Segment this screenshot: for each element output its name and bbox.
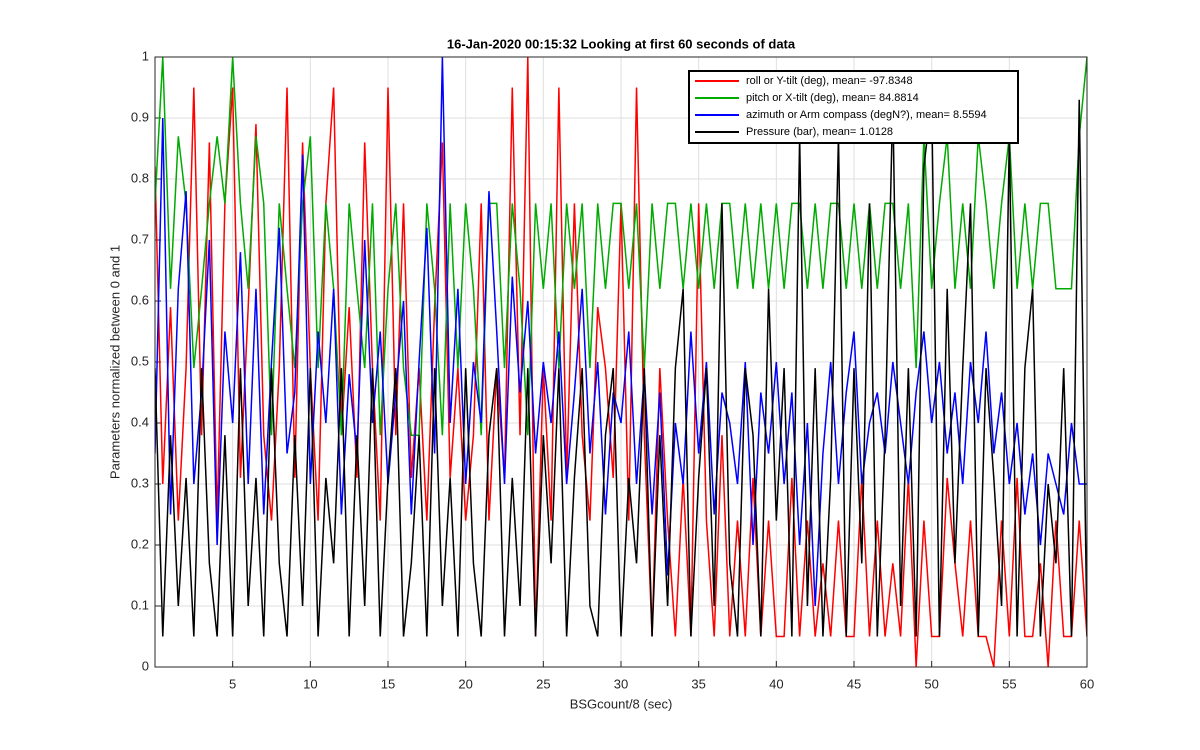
x-tick-label: 60 bbox=[1080, 676, 1094, 691]
legend-label: azimuth or Arm compass (degN?), mean= 8.… bbox=[746, 109, 987, 121]
y-tick-label: 0.7 bbox=[131, 231, 149, 246]
x-tick-label: 45 bbox=[847, 676, 861, 691]
x-tick-label: 15 bbox=[381, 676, 395, 691]
x-tick-label: 55 bbox=[1002, 676, 1016, 691]
x-tick-label: 25 bbox=[536, 676, 550, 691]
y-tick-label: 0.3 bbox=[131, 475, 149, 490]
y-tick-label: 0.8 bbox=[131, 170, 149, 185]
axes-box bbox=[154, 56, 1088, 668]
y-tick-label: 0.5 bbox=[131, 353, 149, 368]
x-tick-label: 10 bbox=[303, 676, 317, 691]
y-tick-label: 0.4 bbox=[131, 414, 149, 429]
y-tick-label: 0.9 bbox=[131, 109, 149, 124]
x-tick-label: 5 bbox=[229, 676, 236, 691]
y-tick-label: 1 bbox=[142, 48, 149, 63]
legend-label: pitch or X-tilt (deg), mean= 84.8814 bbox=[746, 92, 919, 104]
legend-label: roll or Y-tilt (deg), mean= -97.8348 bbox=[746, 75, 913, 87]
x-tick-label: 40 bbox=[769, 676, 783, 691]
x-tick-label: 20 bbox=[458, 676, 472, 691]
y-axis-label: Parameters normalized between 0 and 1 bbox=[107, 245, 122, 479]
legend-box bbox=[688, 70, 1019, 144]
y-tick-label: 0 bbox=[142, 658, 149, 673]
x-tick-label: 35 bbox=[691, 676, 705, 691]
chart-title: 16-Jan-2020 00:15:32 Looking at first 60… bbox=[447, 36, 796, 51]
legend-label: Pressure (bar), mean= 1.0128 bbox=[746, 126, 893, 138]
y-tick-label: 0.6 bbox=[131, 292, 149, 307]
series-line bbox=[155, 57, 1087, 436]
y-tick-label: 0.2 bbox=[131, 536, 149, 551]
x-tick-label: 50 bbox=[924, 676, 938, 691]
x-tick-label: 30 bbox=[614, 676, 628, 691]
y-tick-label: 0.1 bbox=[131, 597, 149, 612]
series-line bbox=[155, 57, 1087, 607]
plot-lines bbox=[155, 57, 1087, 667]
x-axis-label: BSGcount/8 (sec) bbox=[570, 696, 673, 711]
